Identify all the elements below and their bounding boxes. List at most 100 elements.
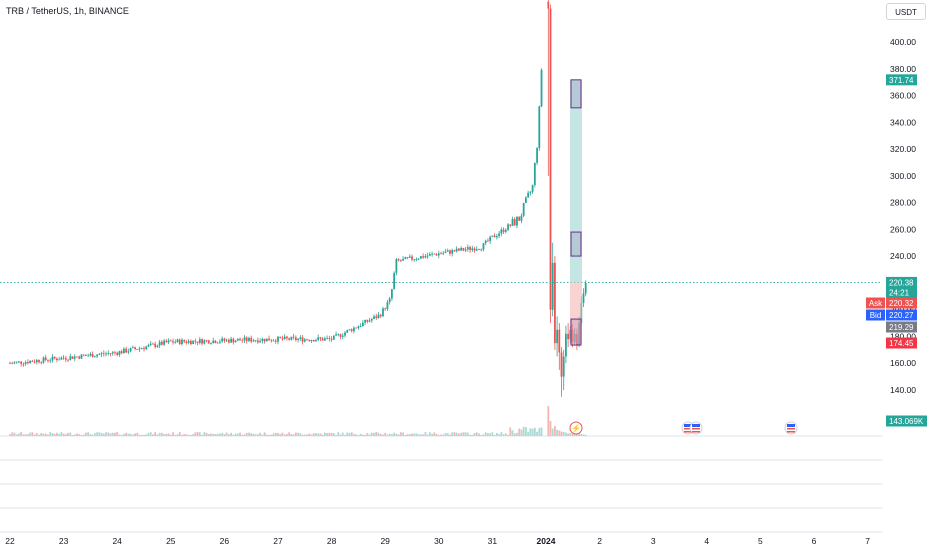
volume-bar [198,432,201,436]
volume-bar [207,434,210,436]
candle-body [453,250,456,252]
volume-bar [91,434,94,436]
volume-bar [406,434,409,436]
volume-bar [536,431,538,436]
candle-body [370,319,373,321]
volume-bar [339,434,342,436]
volume-bar [408,434,411,436]
volume-bar [187,434,190,436]
volume-bar [404,434,407,436]
candle-body [38,360,40,363]
volume-bar [386,434,389,436]
volume-bar [181,434,183,436]
candle-body [433,253,436,255]
candle-body [554,262,556,344]
candle-body [469,247,471,251]
candle-body [250,337,253,342]
volume-bar [194,432,197,436]
candle-body [165,340,168,343]
volume-bar [310,434,313,436]
candle-body [225,339,228,341]
price-badge-text: 174.45 [889,339,914,348]
candle-body [431,253,433,255]
volume-bar [306,434,308,436]
candle-body [18,361,20,363]
price-badge [886,321,917,333]
candle-body [183,339,186,342]
candle-body [140,348,143,349]
candle-body [87,355,90,357]
volume-bar [301,434,304,436]
candle-body [207,340,210,344]
currency-selector[interactable]: USDT [886,3,926,20]
candle-body [281,338,284,340]
volume-bar [431,433,433,436]
candle-body [382,308,384,317]
volume-bar [573,434,576,436]
volume-bar [576,433,578,436]
volume-bar [565,432,567,436]
volume-bar [85,432,87,436]
candle-body [243,337,246,341]
volume-bar [516,432,518,436]
candle-body [462,247,465,251]
candle-body [449,250,451,254]
candle-body [565,333,567,357]
candle-body [326,337,329,339]
candle-body [475,249,478,251]
volume-bar [277,433,279,436]
candle-body [127,351,130,353]
volume-bar [286,433,288,436]
price-badge [886,415,927,427]
candle-body [35,360,38,363]
candle-body [111,352,114,354]
price-badge-text: 371.74 [889,76,914,85]
volume-bar [221,432,224,436]
volume-bar [31,432,34,436]
volume-bar [509,427,512,436]
volume-bar [257,434,259,436]
volume-bar [210,433,212,436]
volume-bar [482,434,485,436]
time-tick-label: 2024 [537,536,556,546]
candle-body [69,356,72,360]
price-badge-tag-text: Bid [870,311,882,320]
volume-bar [89,433,92,436]
volume-bar [299,433,302,436]
volume-bar [495,432,498,436]
volume-bar [13,432,16,436]
volume-bar [82,434,85,436]
price-badge-tag [866,309,885,321]
candle-body [348,329,351,331]
candle-body [435,254,438,256]
volume-bar [303,434,306,436]
volume-bar [42,433,45,436]
candle-body [194,340,197,342]
candle-body [11,363,14,365]
candle-body [216,342,219,344]
candle-body [279,336,282,339]
candle-body [118,351,121,355]
volume-bar [395,433,398,436]
volume-bar [417,434,420,436]
volume-bar [49,432,52,436]
mid-marker [570,231,582,257]
volume-bar [473,433,476,436]
volume-bar [451,432,454,436]
candle-body [437,253,440,256]
candle-body [491,235,494,237]
candle-body [93,356,96,358]
candle-body [420,256,422,259]
volume-bar [219,433,221,436]
volume-bar [411,433,413,436]
volume-bar [158,432,161,436]
candle-body [373,316,375,320]
candle-body [13,362,16,364]
candle-body [294,337,297,340]
candle-body [355,327,358,329]
volume-bar [556,429,558,436]
volume-bar [426,434,429,436]
volume-bar [391,434,393,436]
volume-bar [60,432,63,436]
